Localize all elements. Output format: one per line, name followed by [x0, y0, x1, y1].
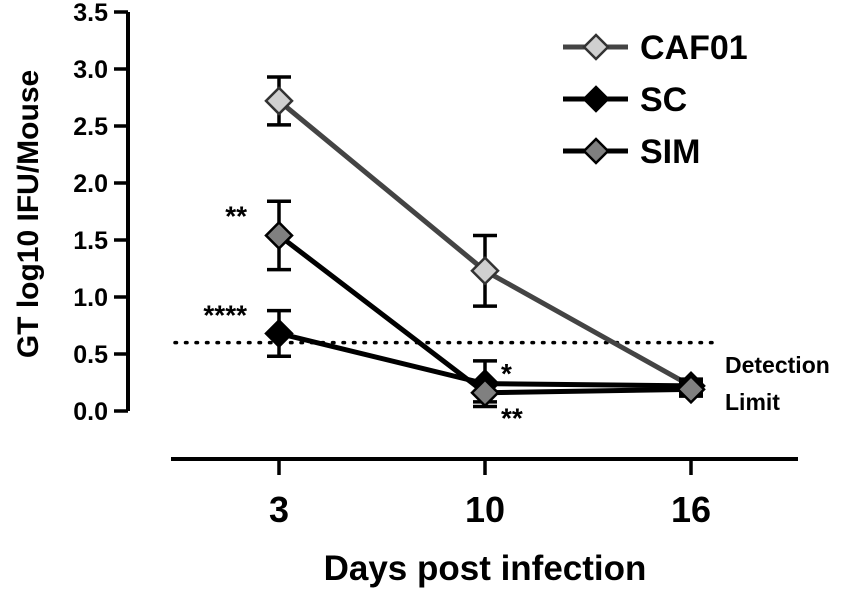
significance-mark: **: [501, 402, 523, 433]
y-tick-label: 0.5: [73, 341, 108, 369]
y-tick-label: 1.5: [73, 227, 108, 255]
data-point: [470, 256, 500, 286]
x-tick-label: 16: [671, 489, 711, 530]
detection-limit-label-2: Limit: [725, 389, 780, 415]
detection-limit-label: Detection: [725, 352, 830, 378]
y-tick-label: 3.0: [73, 56, 108, 84]
data-point: [264, 318, 294, 349]
series-caf01: [264, 75, 706, 401]
significance-mark: *: [501, 358, 512, 389]
significance-mark: ****: [203, 300, 247, 331]
x-axis: 3 10 16: [171, 457, 798, 530]
data-point: [264, 220, 294, 251]
x-tick-label: 3: [269, 489, 289, 530]
legend-label: SIM: [640, 133, 700, 171]
legend-marker: [582, 137, 610, 165]
legend-marker: [582, 33, 610, 61]
data-point: [676, 374, 706, 405]
significance-annotations: *********: [203, 201, 522, 434]
legend-item: SC: [563, 81, 687, 119]
significance-mark: **: [225, 201, 247, 232]
x-tick-label: 10: [465, 489, 505, 530]
data-point: [470, 377, 500, 408]
legend: CAF01 SC SIM: [563, 29, 748, 171]
legend-label: SC: [640, 81, 687, 119]
y-tick-label: 1.0: [73, 284, 108, 312]
series-sim: [264, 199, 706, 408]
y-tick-label: 2.5: [73, 113, 108, 141]
y-axis-title: GT log10 IFU/Mouse: [12, 70, 45, 358]
y-tick-label: 3.5: [73, 0, 108, 27]
y-tick-label: 2.0: [73, 170, 108, 198]
legend-item: SIM: [563, 133, 700, 171]
legend-item: CAF01: [563, 29, 748, 67]
plot-area: [264, 75, 706, 409]
data-point: [264, 86, 294, 116]
y-tick-label: 0.0: [73, 398, 108, 426]
legend-marker: [582, 85, 610, 113]
legend-label: CAF01: [640, 29, 748, 67]
x-axis-title: Days post infection: [324, 549, 647, 588]
y-axis: 0.0 0.5 1.0 1.5 2.0 2.5 3.0 3.5: [73, 0, 130, 426]
